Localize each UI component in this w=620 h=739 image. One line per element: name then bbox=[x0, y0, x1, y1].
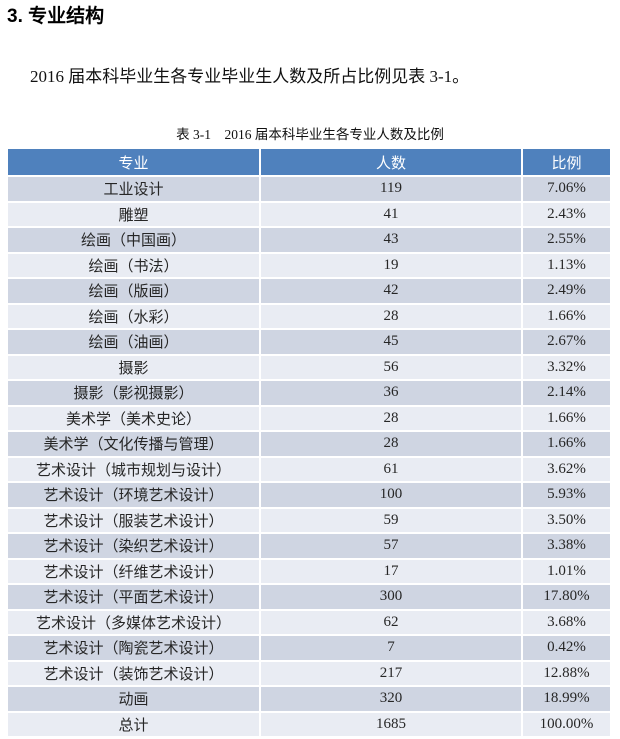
cell-major: 美术学（文化传播与管理） bbox=[8, 432, 261, 458]
cell-count: 320 bbox=[261, 687, 523, 713]
cell-ratio: 2.55% bbox=[523, 228, 610, 254]
cell-count: 28 bbox=[261, 304, 523, 330]
cell-ratio: 100.00% bbox=[523, 712, 610, 738]
cell-ratio: 3.38% bbox=[523, 534, 610, 560]
cell-major: 摄影 bbox=[8, 355, 261, 381]
cell-count: 45 bbox=[261, 330, 523, 356]
cell-major: 总计 bbox=[8, 712, 261, 738]
cell-major: 艺术设计（多媒体艺术设计） bbox=[8, 610, 261, 636]
cell-major: 绘画（版画） bbox=[8, 279, 261, 305]
cell-ratio: 3.50% bbox=[523, 508, 610, 534]
cell-count: 28 bbox=[261, 432, 523, 458]
cell-count: 61 bbox=[261, 457, 523, 483]
table-row: 雕塑 41 2.43% bbox=[8, 202, 610, 228]
cell-ratio: 1.66% bbox=[523, 406, 610, 432]
cell-ratio: 1.13% bbox=[523, 253, 610, 279]
table-row: 动画 320 18.99% bbox=[8, 687, 610, 713]
cell-major: 绘画（中国画） bbox=[8, 228, 261, 254]
table-row: 绘画（水彩） 28 1.66% bbox=[8, 304, 610, 330]
majors-table: 专业 人数 比例 工业设计 119 7.06% 雕塑 41 2.43% 绘画（中… bbox=[8, 149, 610, 738]
cell-major: 工业设计 bbox=[8, 177, 261, 203]
cell-major: 艺术设计（服装艺术设计） bbox=[8, 508, 261, 534]
cell-ratio: 3.68% bbox=[523, 610, 610, 636]
cell-major: 美术学（美术史论） bbox=[8, 406, 261, 432]
cell-count: 42 bbox=[261, 279, 523, 305]
cell-major: 绘画（书法） bbox=[8, 253, 261, 279]
cell-major: 绘画（油画） bbox=[8, 330, 261, 356]
table-row: 艺术设计（平面艺术设计） 300 17.80% bbox=[8, 585, 610, 611]
table-row: 美术学（美术史论） 28 1.66% bbox=[8, 406, 610, 432]
cell-major: 艺术设计（纤维艺术设计） bbox=[8, 559, 261, 585]
cell-count: 56 bbox=[261, 355, 523, 381]
table-row: 艺术设计（环境艺术设计） 100 5.93% bbox=[8, 483, 610, 509]
cell-ratio: 3.62% bbox=[523, 457, 610, 483]
cell-count: 100 bbox=[261, 483, 523, 509]
table-row: 绘画（油画） 45 2.67% bbox=[8, 330, 610, 356]
cell-ratio: 1.66% bbox=[523, 304, 610, 330]
cell-major: 艺术设计（城市规划与设计） bbox=[8, 457, 261, 483]
cell-major: 绘画（水彩） bbox=[8, 304, 261, 330]
cell-ratio: 3.32% bbox=[523, 355, 610, 381]
cell-ratio: 2.43% bbox=[523, 202, 610, 228]
table-row: 艺术设计（染织艺术设计） 57 3.38% bbox=[8, 534, 610, 560]
table-row: 艺术设计（城市规划与设计） 61 3.62% bbox=[8, 457, 610, 483]
cell-ratio: 0.42% bbox=[523, 636, 610, 662]
table-row: 绘画（中国画） 43 2.55% bbox=[8, 228, 610, 254]
cell-ratio: 7.06% bbox=[523, 177, 610, 203]
table-row: 绘画（版画） 42 2.49% bbox=[8, 279, 610, 305]
table-row: 美术学（文化传播与管理） 28 1.66% bbox=[8, 432, 610, 458]
table-row: 艺术设计（陶瓷艺术设计） 7 0.42% bbox=[8, 636, 610, 662]
cell-major: 动画 bbox=[8, 687, 261, 713]
cell-count: 17 bbox=[261, 559, 523, 585]
cell-ratio: 18.99% bbox=[523, 687, 610, 713]
table-row: 艺术设计（多媒体艺术设计） 62 3.68% bbox=[8, 610, 610, 636]
cell-ratio: 1.01% bbox=[523, 559, 610, 585]
cell-count: 57 bbox=[261, 534, 523, 560]
table-row: 艺术设计（装饰艺术设计） 217 12.88% bbox=[8, 661, 610, 687]
table-row: 工业设计 119 7.06% bbox=[8, 177, 610, 203]
cell-count: 119 bbox=[261, 177, 523, 203]
cell-count: 300 bbox=[261, 585, 523, 611]
col-header-ratio: 比例 bbox=[523, 149, 610, 177]
col-header-major: 专业 bbox=[8, 149, 261, 177]
cell-major: 艺术设计（陶瓷艺术设计） bbox=[8, 636, 261, 662]
section-title: 3. 专业结构 bbox=[7, 6, 105, 27]
cell-count: 19 bbox=[261, 253, 523, 279]
cell-major: 艺术设计（平面艺术设计） bbox=[8, 585, 261, 611]
cell-count: 7 bbox=[261, 636, 523, 662]
cell-major: 雕塑 bbox=[8, 202, 261, 228]
table-header-row: 专业 人数 比例 bbox=[8, 149, 610, 177]
cell-major: 艺术设计（环境艺术设计） bbox=[8, 483, 261, 509]
cell-ratio: 2.14% bbox=[523, 381, 610, 407]
intro-paragraph: 2016 届本科毕业生各专业毕业生人数及所占比例见表 3-1。 bbox=[30, 67, 470, 86]
table-row-total: 总计 1685 100.00% bbox=[8, 712, 610, 738]
table-row: 艺术设计（服装艺术设计） 59 3.50% bbox=[8, 508, 610, 534]
table-caption: 表 3-1 2016 届本科毕业生各专业人数及比例 bbox=[176, 127, 444, 142]
cell-major: 艺术设计（染织艺术设计） bbox=[8, 534, 261, 560]
cell-major: 艺术设计（装饰艺术设计） bbox=[8, 661, 261, 687]
table-row: 摄影 56 3.32% bbox=[8, 355, 610, 381]
table-row: 绘画（书法） 19 1.13% bbox=[8, 253, 610, 279]
cell-major: 摄影（影视摄影） bbox=[8, 381, 261, 407]
cell-ratio: 12.88% bbox=[523, 661, 610, 687]
cell-count: 62 bbox=[261, 610, 523, 636]
cell-ratio: 5.93% bbox=[523, 483, 610, 509]
cell-count: 217 bbox=[261, 661, 523, 687]
cell-ratio: 2.49% bbox=[523, 279, 610, 305]
cell-ratio: 2.67% bbox=[523, 330, 610, 356]
cell-count: 41 bbox=[261, 202, 523, 228]
cell-count: 43 bbox=[261, 228, 523, 254]
cell-count: 59 bbox=[261, 508, 523, 534]
cell-count: 28 bbox=[261, 406, 523, 432]
cell-ratio: 1.66% bbox=[523, 432, 610, 458]
cell-ratio: 17.80% bbox=[523, 585, 610, 611]
table-row: 艺术设计（纤维艺术设计） 17 1.01% bbox=[8, 559, 610, 585]
col-header-count: 人数 bbox=[261, 149, 523, 177]
cell-count: 1685 bbox=[261, 712, 523, 738]
cell-count: 36 bbox=[261, 381, 523, 407]
table-row: 摄影（影视摄影） 36 2.14% bbox=[8, 381, 610, 407]
